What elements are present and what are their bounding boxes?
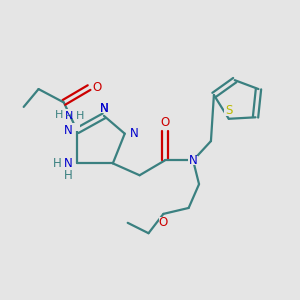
Text: N: N [65, 111, 73, 122]
Text: O: O [93, 81, 102, 94]
Text: H: H [76, 111, 84, 122]
FancyBboxPatch shape [60, 110, 70, 118]
Text: -: - [65, 110, 68, 120]
Text: N: N [100, 102, 108, 115]
Text: H: H [55, 110, 64, 120]
FancyBboxPatch shape [71, 123, 80, 131]
Text: N: N [189, 154, 197, 167]
Text: N: N [64, 157, 73, 170]
FancyBboxPatch shape [130, 130, 139, 138]
Text: H: H [52, 157, 61, 170]
FancyBboxPatch shape [99, 104, 109, 112]
FancyBboxPatch shape [224, 107, 233, 116]
Text: N: N [130, 127, 139, 140]
FancyBboxPatch shape [159, 217, 168, 226]
FancyBboxPatch shape [52, 159, 62, 167]
FancyBboxPatch shape [71, 110, 81, 118]
Text: O: O [159, 216, 168, 229]
Text: O: O [160, 116, 170, 129]
FancyBboxPatch shape [64, 127, 73, 135]
Text: S: S [225, 104, 232, 117]
Text: H: H [64, 169, 73, 182]
FancyBboxPatch shape [64, 159, 73, 167]
Text: N: N [64, 124, 73, 137]
Text: N: N [100, 102, 108, 115]
FancyBboxPatch shape [99, 104, 109, 112]
FancyBboxPatch shape [188, 156, 198, 165]
